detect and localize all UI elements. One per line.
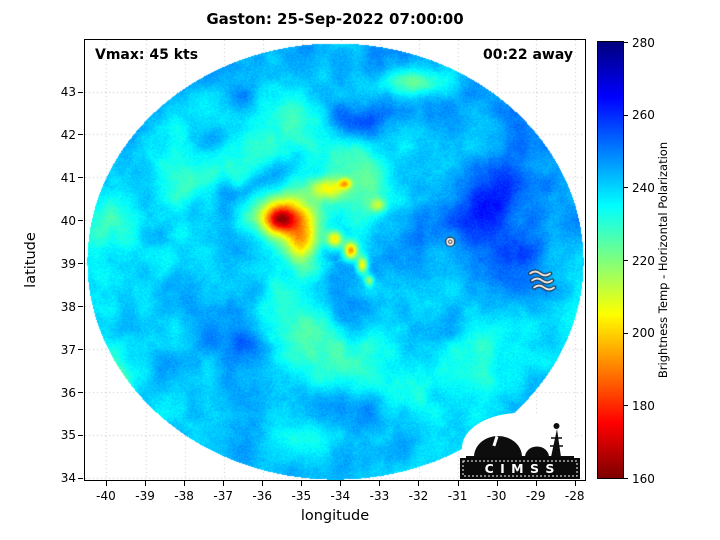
x-tick-label: -39 bbox=[135, 489, 155, 503]
x-axis-tick bbox=[145, 481, 147, 486]
x-axis-tick bbox=[301, 481, 303, 486]
colorbar-tick-label: 280 bbox=[632, 35, 655, 50]
plot-title: Gaston: 25-Sep-2022 07:00:00 bbox=[206, 10, 464, 28]
colorbar-tick-label: 200 bbox=[632, 326, 655, 341]
y-axis-tick bbox=[78, 306, 83, 308]
colorbar-tick bbox=[624, 405, 628, 407]
colorbar-tick-label: 160 bbox=[632, 471, 655, 486]
colorbar-tick bbox=[624, 260, 628, 261]
colorbar-tick bbox=[624, 332, 628, 334]
y-axis-tick bbox=[78, 263, 83, 265]
y-tick-label: 42 bbox=[60, 127, 76, 142]
x-axis-label: longitude bbox=[300, 508, 370, 524]
y-axis-label: latitude bbox=[23, 232, 39, 288]
x-tick-label: -38 bbox=[174, 489, 194, 503]
x-tick-label: -29 bbox=[525, 489, 546, 503]
colorbar-gradient-canvas bbox=[598, 42, 623, 478]
x-axis-tick bbox=[340, 481, 342, 486]
x-tick-label: -40 bbox=[96, 489, 116, 503]
x-axis-tick bbox=[418, 481, 420, 486]
x-tick-label: -37 bbox=[213, 489, 233, 503]
y-axis-tick bbox=[78, 220, 83, 222]
y-tick-label: 41 bbox=[60, 170, 76, 185]
colorbar-tick bbox=[624, 478, 628, 479]
x-tick-label: -33 bbox=[369, 489, 390, 503]
colorbar-tick bbox=[624, 187, 628, 189]
colorbar-tick-label: 260 bbox=[632, 108, 655, 123]
colorbar-tick bbox=[624, 114, 628, 116]
x-axis-tick bbox=[379, 481, 381, 486]
y-axis-tick bbox=[78, 134, 83, 136]
colorbar-label: Brightness Temp - Horizontal Polarizatio… bbox=[656, 141, 670, 379]
colorbar-tick bbox=[624, 42, 628, 43]
x-tick-label: -32 bbox=[408, 489, 429, 503]
x-axis-tick bbox=[262, 481, 264, 486]
logo-bar-border bbox=[462, 460, 578, 477]
countdown-annotation: 00:22 away bbox=[483, 47, 573, 63]
colorbar-tick-label: 180 bbox=[632, 398, 655, 413]
y-tick-label: 40 bbox=[60, 213, 76, 228]
x-tick-label: -34 bbox=[330, 489, 351, 503]
y-tick-label: 34 bbox=[60, 471, 76, 486]
colorbar-tick-label: 220 bbox=[632, 253, 655, 268]
cimss-logo: C I M S S bbox=[460, 413, 580, 480]
x-tick-label: -30 bbox=[486, 489, 507, 503]
y-axis-tick bbox=[78, 434, 83, 436]
y-tick-label: 39 bbox=[60, 256, 76, 271]
x-tick-label: -36 bbox=[252, 489, 273, 503]
x-axis-tick bbox=[184, 481, 186, 486]
storm-heatmap-canvas bbox=[85, 40, 585, 480]
y-axis-tick bbox=[78, 177, 83, 179]
logo-bar bbox=[460, 458, 580, 479]
x-axis-tick bbox=[105, 481, 107, 486]
vmax-annotation: Vmax: 45 kts bbox=[95, 47, 199, 63]
x-tick-label: -28 bbox=[564, 489, 585, 503]
y-axis-tick bbox=[78, 392, 83, 393]
x-axis-tick bbox=[223, 481, 225, 486]
x-axis-tick bbox=[457, 481, 459, 486]
x-tick-label: -35 bbox=[291, 489, 312, 503]
y-axis-tick bbox=[78, 91, 83, 93]
x-axis-tick bbox=[574, 481, 576, 486]
logo-text: C I M S S bbox=[485, 461, 556, 476]
y-tick-label: 43 bbox=[60, 85, 76, 99]
colorbar-tick-label: 240 bbox=[632, 180, 655, 195]
y-tick-label: 37 bbox=[60, 342, 76, 357]
y-axis-tick bbox=[78, 349, 83, 351]
y-tick-label: 36 bbox=[60, 385, 76, 400]
y-tick-label: 35 bbox=[60, 428, 76, 443]
x-axis-tick bbox=[535, 481, 537, 486]
colorbar bbox=[597, 41, 624, 479]
y-tick-label: 38 bbox=[60, 299, 76, 314]
y-axis-tick bbox=[78, 477, 83, 479]
plot-area: Vmax: 45 kts 00:22 away C I M S S bbox=[84, 39, 586, 481]
x-axis-tick bbox=[496, 481, 498, 486]
x-tick-label: -31 bbox=[447, 489, 468, 503]
